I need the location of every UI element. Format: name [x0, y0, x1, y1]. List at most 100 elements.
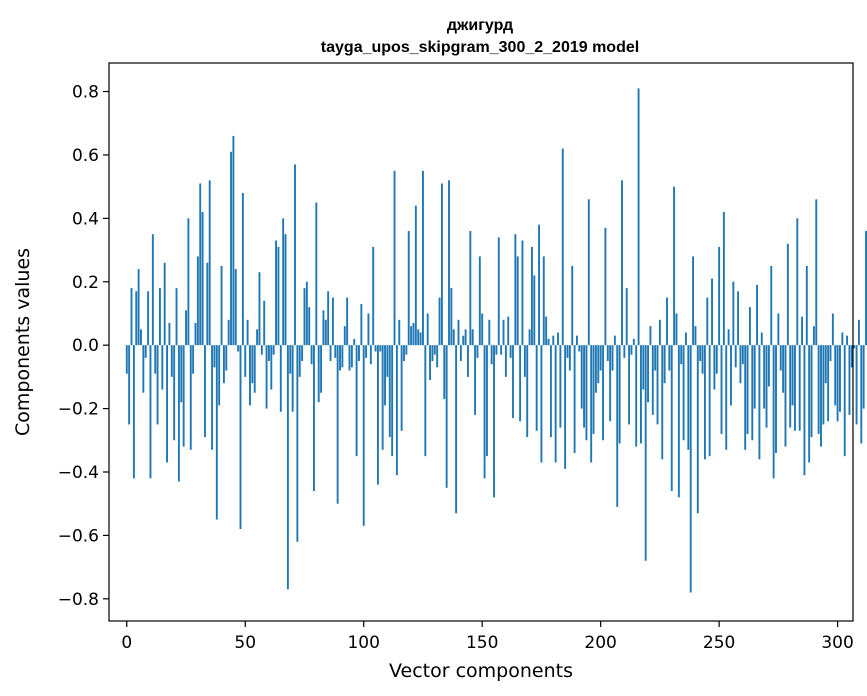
bar	[185, 310, 187, 346]
bar	[339, 345, 341, 371]
bar	[644, 345, 647, 561]
bar	[348, 345, 351, 371]
bar	[279, 345, 282, 412]
bar	[450, 288, 453, 346]
bar	[374, 345, 377, 352]
bar	[241, 192, 244, 346]
bar	[675, 313, 678, 346]
bar	[315, 202, 318, 346]
bar	[843, 345, 846, 457]
bar	[436, 345, 439, 368]
bar	[682, 345, 685, 441]
bar	[514, 234, 517, 346]
bar	[291, 345, 294, 412]
bar	[163, 262, 166, 346]
bar	[865, 231, 867, 346]
bar	[753, 345, 756, 409]
bar	[158, 288, 161, 346]
bar	[751, 345, 754, 441]
bar	[587, 199, 590, 346]
x-tick-label: 300	[821, 633, 853, 653]
y-tick-label: −0.6	[58, 526, 99, 546]
bar	[481, 313, 484, 346]
bar	[196, 256, 199, 346]
bar	[767, 345, 770, 387]
bar	[720, 345, 723, 434]
bar	[741, 345, 744, 365]
bar	[331, 297, 334, 346]
bar	[613, 335, 616, 346]
bar	[839, 345, 841, 412]
chart-title-line1: джигурд	[447, 17, 513, 34]
bar	[775, 345, 777, 453]
bar	[367, 313, 370, 346]
bar	[294, 164, 296, 346]
bar	[770, 265, 773, 346]
bar	[687, 345, 690, 450]
bar	[457, 319, 460, 346]
bar	[277, 246, 280, 346]
bar	[784, 345, 787, 447]
bar	[592, 345, 595, 434]
bar	[320, 345, 323, 393]
bar	[730, 345, 732, 406]
bar	[355, 345, 358, 457]
bar	[763, 345, 766, 409]
bar	[855, 345, 858, 425]
bar	[144, 345, 147, 358]
bar	[265, 345, 268, 409]
bar	[561, 148, 564, 346]
bar	[334, 345, 337, 358]
bar	[336, 345, 339, 504]
bar	[692, 256, 695, 346]
bar	[289, 345, 292, 374]
bar	[853, 345, 856, 349]
bar	[175, 288, 178, 346]
bar	[433, 345, 436, 355]
bar	[260, 345, 263, 355]
bar	[497, 237, 500, 346]
bar	[666, 297, 668, 346]
bar	[149, 345, 152, 479]
bar	[573, 345, 576, 453]
bar	[734, 345, 737, 368]
bar	[846, 335, 849, 346]
bar	[661, 345, 664, 460]
bar	[258, 272, 261, 346]
bar	[431, 345, 434, 362]
bar	[177, 345, 180, 482]
x-tick-label: 100	[347, 633, 379, 653]
bar	[125, 345, 128, 374]
bar	[713, 345, 716, 390]
bar	[393, 170, 396, 346]
bar	[180, 345, 183, 403]
bar	[523, 345, 526, 377]
bar	[516, 256, 519, 346]
bar	[559, 345, 562, 428]
bar	[329, 345, 332, 362]
bar	[400, 345, 403, 431]
bar	[322, 310, 325, 346]
bar	[182, 345, 185, 447]
bar	[301, 345, 304, 362]
x-axis: 0 50 100 150 200 250 300	[121, 621, 854, 653]
bar	[476, 345, 479, 358]
y-tick-label: −0.4	[58, 463, 99, 483]
bar	[668, 345, 671, 371]
bar	[313, 345, 315, 492]
bar	[490, 345, 493, 365]
bar	[419, 332, 422, 346]
bar	[777, 313, 780, 346]
bar	[422, 170, 424, 346]
bar	[739, 345, 742, 384]
bar	[711, 278, 713, 346]
bar	[286, 345, 289, 590]
bar	[488, 319, 491, 346]
bar	[317, 345, 320, 403]
bar	[410, 326, 413, 346]
bar	[576, 335, 578, 346]
bar	[590, 345, 593, 463]
bar	[130, 288, 133, 346]
bar	[656, 345, 659, 425]
bar	[206, 262, 209, 346]
